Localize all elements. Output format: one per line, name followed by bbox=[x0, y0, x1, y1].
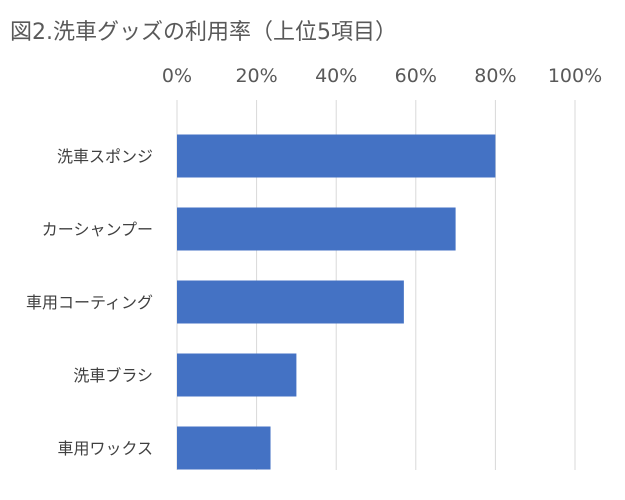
x-tick-label: 0% bbox=[162, 65, 192, 87]
x-tick-label: 60% bbox=[395, 65, 437, 87]
bar bbox=[177, 280, 404, 324]
bar bbox=[177, 426, 271, 470]
category-label: 洗車ブラシ bbox=[73, 366, 153, 385]
chart-title: 図2.洗車グッズの利用率（上位5項目） bbox=[10, 20, 397, 45]
bar bbox=[177, 353, 297, 397]
bars bbox=[177, 134, 496, 470]
category-label: 車用コーティング bbox=[26, 293, 153, 312]
x-axis-ticks: 0% 20% 40% 60% 80% 100% bbox=[162, 65, 602, 87]
bar bbox=[177, 134, 496, 178]
category-label: カーシャンプー bbox=[42, 220, 153, 239]
x-tick-label: 40% bbox=[315, 65, 357, 87]
category-label: 洗車スポンジ bbox=[57, 147, 153, 166]
category-label: 車用ワックス bbox=[57, 439, 153, 458]
x-tick-label: 20% bbox=[235, 65, 277, 87]
bar bbox=[177, 207, 456, 251]
x-tick-label: 80% bbox=[474, 65, 516, 87]
x-tick-label: 100% bbox=[548, 65, 602, 87]
